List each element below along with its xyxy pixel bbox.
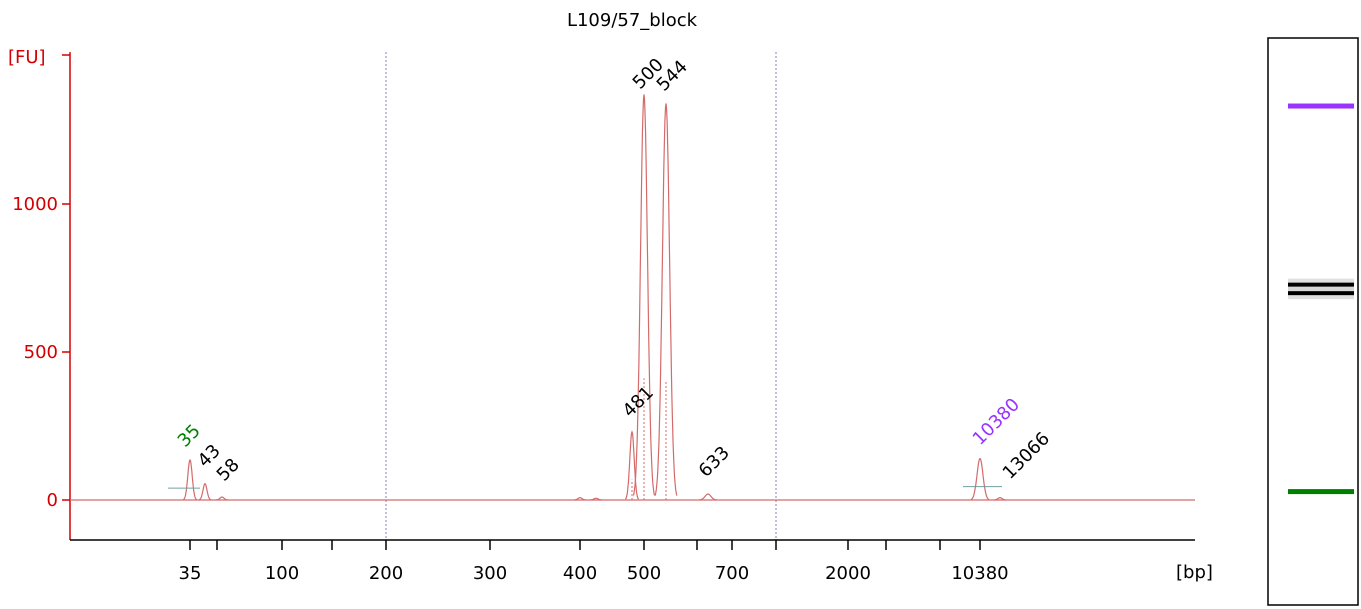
peak-label-633: 633 [695, 442, 734, 481]
x-tick-label: 400 [563, 563, 597, 584]
x-tick-label: 2000 [825, 563, 871, 584]
peak-label-35: 35 [174, 420, 205, 451]
x-tick-label: 35 [179, 563, 202, 584]
trace-noise [574, 496, 586, 501]
peak-label-481: 481 [619, 382, 658, 421]
y-tick-label: 500 [24, 342, 58, 363]
gel-lane [1267, 37, 1359, 606]
gel-lane-frame [1267, 37, 1359, 606]
x-tick-label: 100 [265, 563, 299, 584]
y-tick-label: 0 [47, 490, 58, 511]
x-tick-label: 500 [627, 563, 661, 584]
trace-peak-500 [632, 94, 656, 496]
trace-peak-43 [198, 482, 212, 501]
trace-peak-10380 [970, 457, 990, 501]
plot-area: 0 500 1000 35 100 200 300 400 500 700 2000 10380 35 4… [12, 52, 1195, 584]
x-tick-label: 700 [715, 563, 749, 584]
trace-peak-481 [624, 430, 640, 500]
x-tick-label: 10380 [951, 563, 1008, 584]
gel-band-lower-marker [1288, 489, 1354, 495]
peak-label-10380: 10380 [969, 394, 1024, 449]
peak-label-13066: 13066 [999, 428, 1054, 483]
trace-peak-13066 [994, 496, 1006, 501]
trace-noise [590, 497, 602, 501]
x-axis-label: [bp] [1176, 562, 1213, 583]
trace-peak-544 [654, 103, 678, 496]
x-tick-label: 300 [473, 563, 507, 584]
trace-peak-35 [182, 458, 198, 501]
y-tick-label: 1000 [12, 194, 58, 215]
chart-title: L109/57_block [567, 10, 698, 31]
trace-peak-633 [699, 493, 717, 501]
gel-band-sample [1288, 291, 1354, 296]
gel-band-sample [1288, 282, 1354, 287]
x-tick-label: 200 [369, 563, 403, 584]
y-axis-label: [FU] [8, 47, 46, 68]
gel-band-upper-marker [1288, 103, 1354, 109]
trace-peak-58 [215, 496, 229, 501]
